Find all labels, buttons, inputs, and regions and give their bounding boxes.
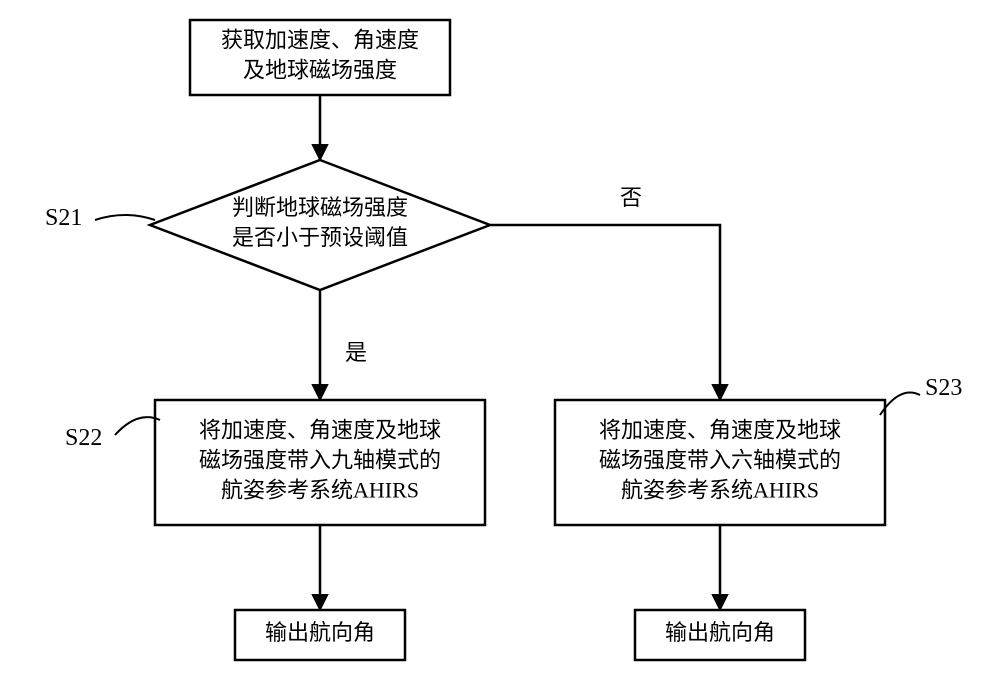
step-label-S22: S22 <box>65 425 102 451</box>
step-label-S23: S23 <box>925 375 962 401</box>
node-text: 磁场强度带入六轴模式的 <box>599 448 841 473</box>
node-text: 将加速度、角速度及地球 <box>199 418 441 443</box>
node-text: 将加速度、角速度及地球 <box>599 418 841 443</box>
node-n1: 获取加速度、角速度及地球磁场强度 <box>190 20 450 95</box>
node-n3: 将加速度、角速度及地球磁场强度带入六轴模式的航姿参考系统AHIRS <box>555 400 885 525</box>
node-n2: 将加速度、角速度及地球磁场强度带入九轴模式的航姿参考系统AHIRS <box>155 400 485 525</box>
edge-label: 否 <box>620 185 642 210</box>
node-text: 判断地球磁场强度 <box>232 195 408 220</box>
node-text: 是否小于预设阈值 <box>232 225 408 250</box>
node-text: 输出航向角 <box>265 620 375 645</box>
node-text: 航姿参考系统AHIRS <box>621 478 819 503</box>
step-label-S21: S21 <box>45 205 82 231</box>
node-text: 输出航向角 <box>665 620 775 645</box>
node-n4: 输出航向角 <box>235 610 405 660</box>
node-text: 航姿参考系统AHIRS <box>221 478 419 503</box>
edge-label: 是 <box>345 340 367 365</box>
node-text: 获取加速度、角速度 <box>221 28 419 53</box>
node-n5: 输出航向角 <box>635 610 805 660</box>
node-text: 及地球磁场强度 <box>243 58 397 83</box>
node-text: 磁场强度带入九轴模式的 <box>199 448 441 473</box>
